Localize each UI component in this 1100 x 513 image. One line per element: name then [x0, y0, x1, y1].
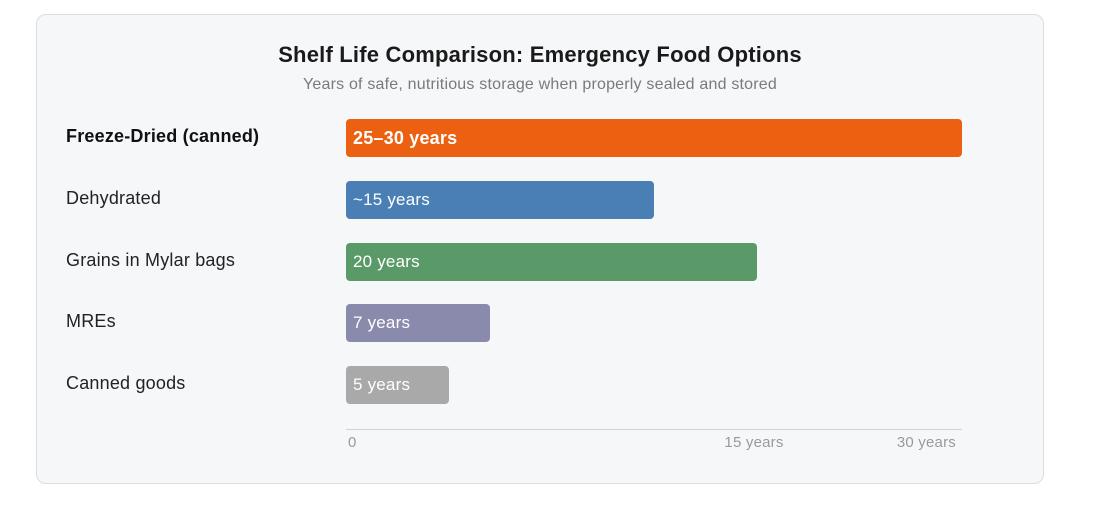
bar-value-label: 5 years — [353, 375, 411, 395]
x-tick-label: 15 years — [724, 434, 784, 451]
chart-subtitle: Years of safe, nutritious storage when p… — [302, 76, 778, 93]
x-axis-line — [346, 429, 962, 430]
bar-value-label: 20 years — [353, 251, 420, 271]
bar: 7 years — [346, 304, 490, 343]
chart-title: Shelf Life Comparison: Emergency Food Op… — [278, 42, 802, 67]
category-label: Canned goods — [66, 373, 186, 394]
bar: ~15 years — [346, 180, 654, 219]
category-label: Freeze-Dried (canned) — [66, 126, 260, 146]
chart-card: Shelf Life Comparison: Emergency Food Op… — [36, 14, 1044, 484]
category-label: Dehydrated — [66, 187, 162, 208]
x-tick-label: 30 years — [896, 434, 956, 451]
bar-value-label: 25–30 years — [353, 127, 458, 148]
category-label: MREs — [66, 311, 116, 332]
bar-value-label: 7 years — [353, 313, 411, 333]
bar-value-label: ~15 years — [353, 189, 430, 209]
bar: 5 years — [346, 366, 449, 405]
bar: 20 years — [346, 242, 757, 281]
bar: 25–30 years — [346, 119, 962, 157]
x-tick-label: 0 — [348, 434, 357, 451]
category-label: Grains in Mylar bags — [66, 249, 236, 270]
